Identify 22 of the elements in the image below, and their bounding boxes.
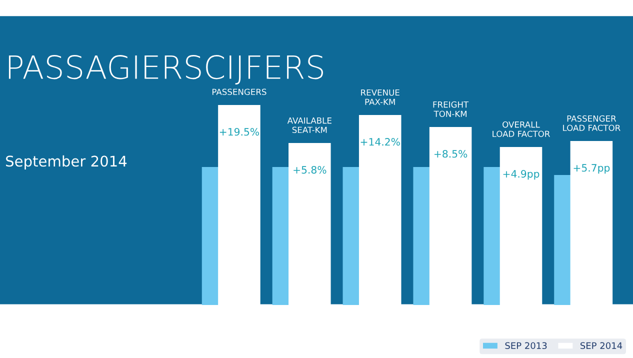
annotation: +19.5% — [220, 128, 260, 136]
annotation: +14.2% — [360, 138, 400, 146]
bar — [358, 114, 402, 306]
bar — [570, 140, 613, 306]
x-tick-label: REVENUE PAX-KM — [361, 89, 400, 105]
annotation: +5.7pp — [574, 164, 610, 174]
x-tick-label: PASSENGERS — [212, 88, 266, 96]
x-tick-label: PASSENGER LOAD FACTOR — [563, 115, 620, 132]
chart-title: PASSAGIERSCIJFERS — [8, 55, 323, 84]
x-tick-label: FREIGHT TON-KM — [433, 101, 469, 118]
annotation: +5.8% — [294, 166, 326, 174]
bar — [218, 104, 260, 306]
annotation: +4.9pp — [503, 170, 540, 180]
x-tick-label: OVERALL LOAD FACTOR — [492, 121, 550, 138]
legend-label: SEP 2014 — [580, 342, 622, 350]
legend-label: SEP 2013 — [505, 342, 547, 350]
bar — [500, 146, 542, 306]
annotation: +8.5% — [434, 150, 468, 158]
x-tick-label: AVAILABLE SEAT-KM — [287, 117, 332, 134]
bar — [288, 142, 331, 306]
text: September 2014 — [6, 155, 127, 170]
bar — [429, 126, 472, 306]
